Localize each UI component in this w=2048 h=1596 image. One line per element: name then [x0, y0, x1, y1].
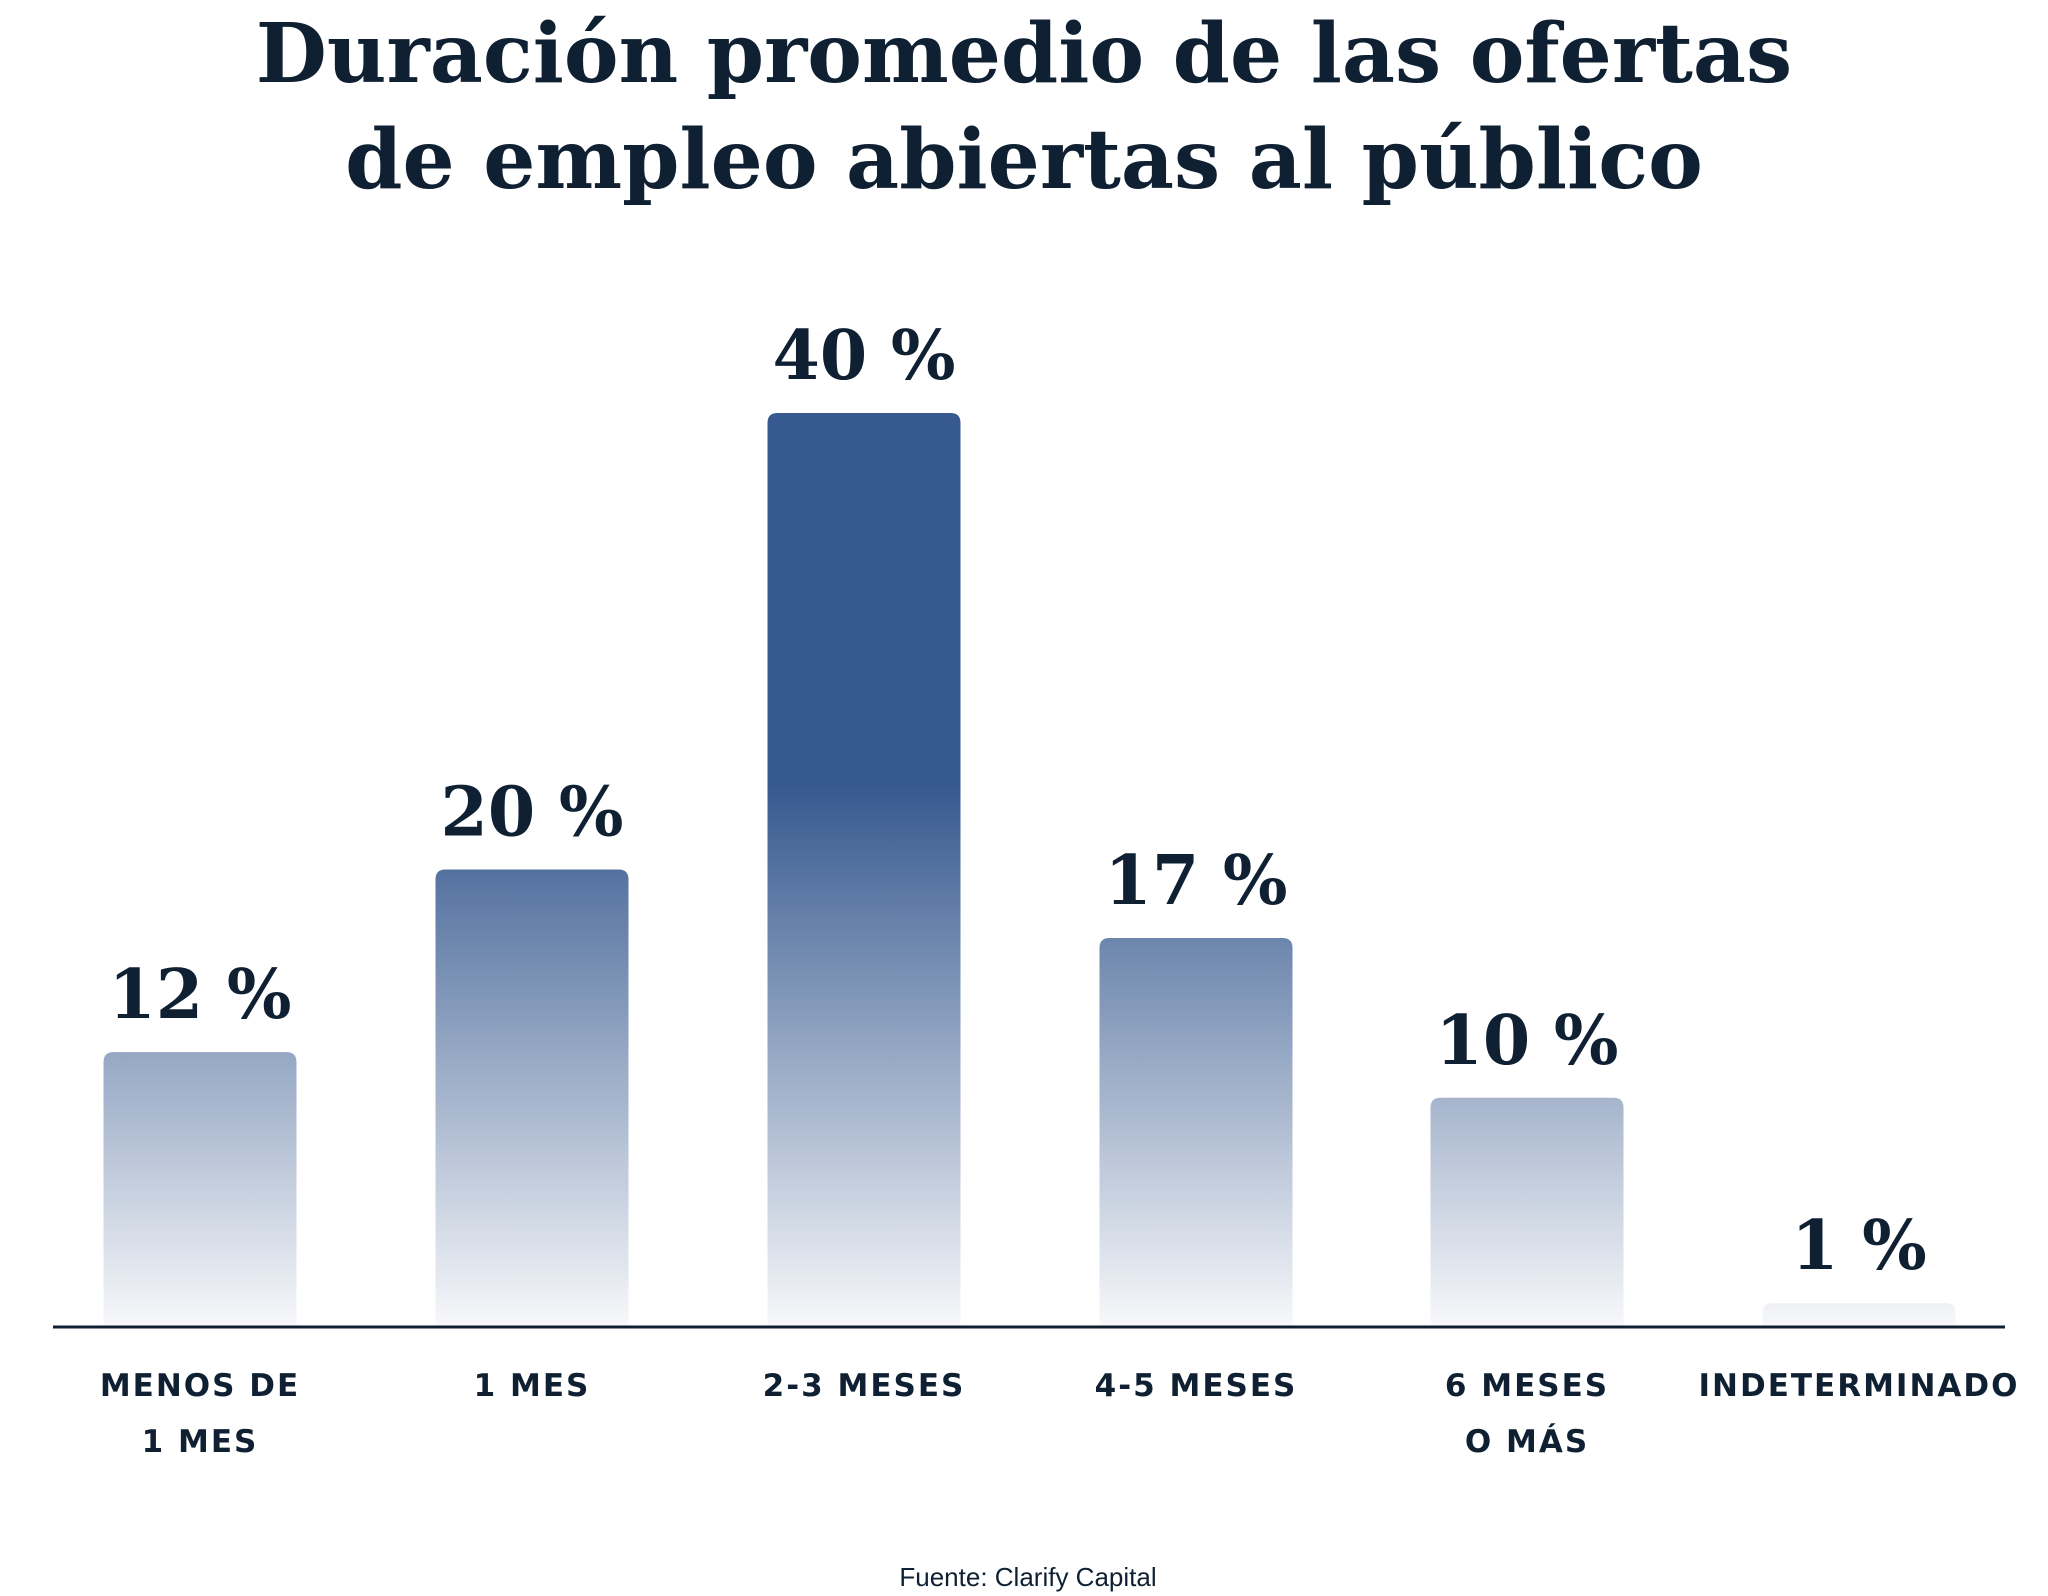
bar-4 [1430, 1097, 1624, 1326]
bar-3 [1099, 937, 1293, 1326]
category-label: 4-5 MESES [1095, 1368, 1298, 1404]
category-label: MENOS DE [100, 1368, 300, 1404]
category-label: 6 MESES [1445, 1368, 1609, 1404]
bar-1 [435, 869, 629, 1326]
category-label: O MÁS [1465, 1424, 1589, 1460]
value-label: 17 % [1105, 841, 1288, 921]
value-label: 10 % [1436, 1001, 1619, 1081]
value-label: 12 % [109, 955, 292, 1035]
value-label: 1 % [1791, 1206, 1927, 1286]
category-label: INDETERMINADO [1699, 1368, 2020, 1404]
bar-0 [103, 1052, 297, 1326]
bar-2 [767, 413, 961, 1326]
value-label: 20 % [441, 773, 624, 853]
category-label: 2-3 MESES [763, 1368, 966, 1404]
category-label: 1 MES [142, 1424, 259, 1460]
value-label: 40 % [773, 316, 956, 396]
category-label: 1 MES [474, 1368, 591, 1404]
chart-title-line-2: de empleo abiertas al público [345, 112, 1703, 208]
chart-title-line-1: Duración promedio de las ofertas [256, 6, 1792, 102]
source-note: Fuente: Clarify Capital [899, 1562, 1156, 1592]
bar-5 [1762, 1303, 1956, 1326]
